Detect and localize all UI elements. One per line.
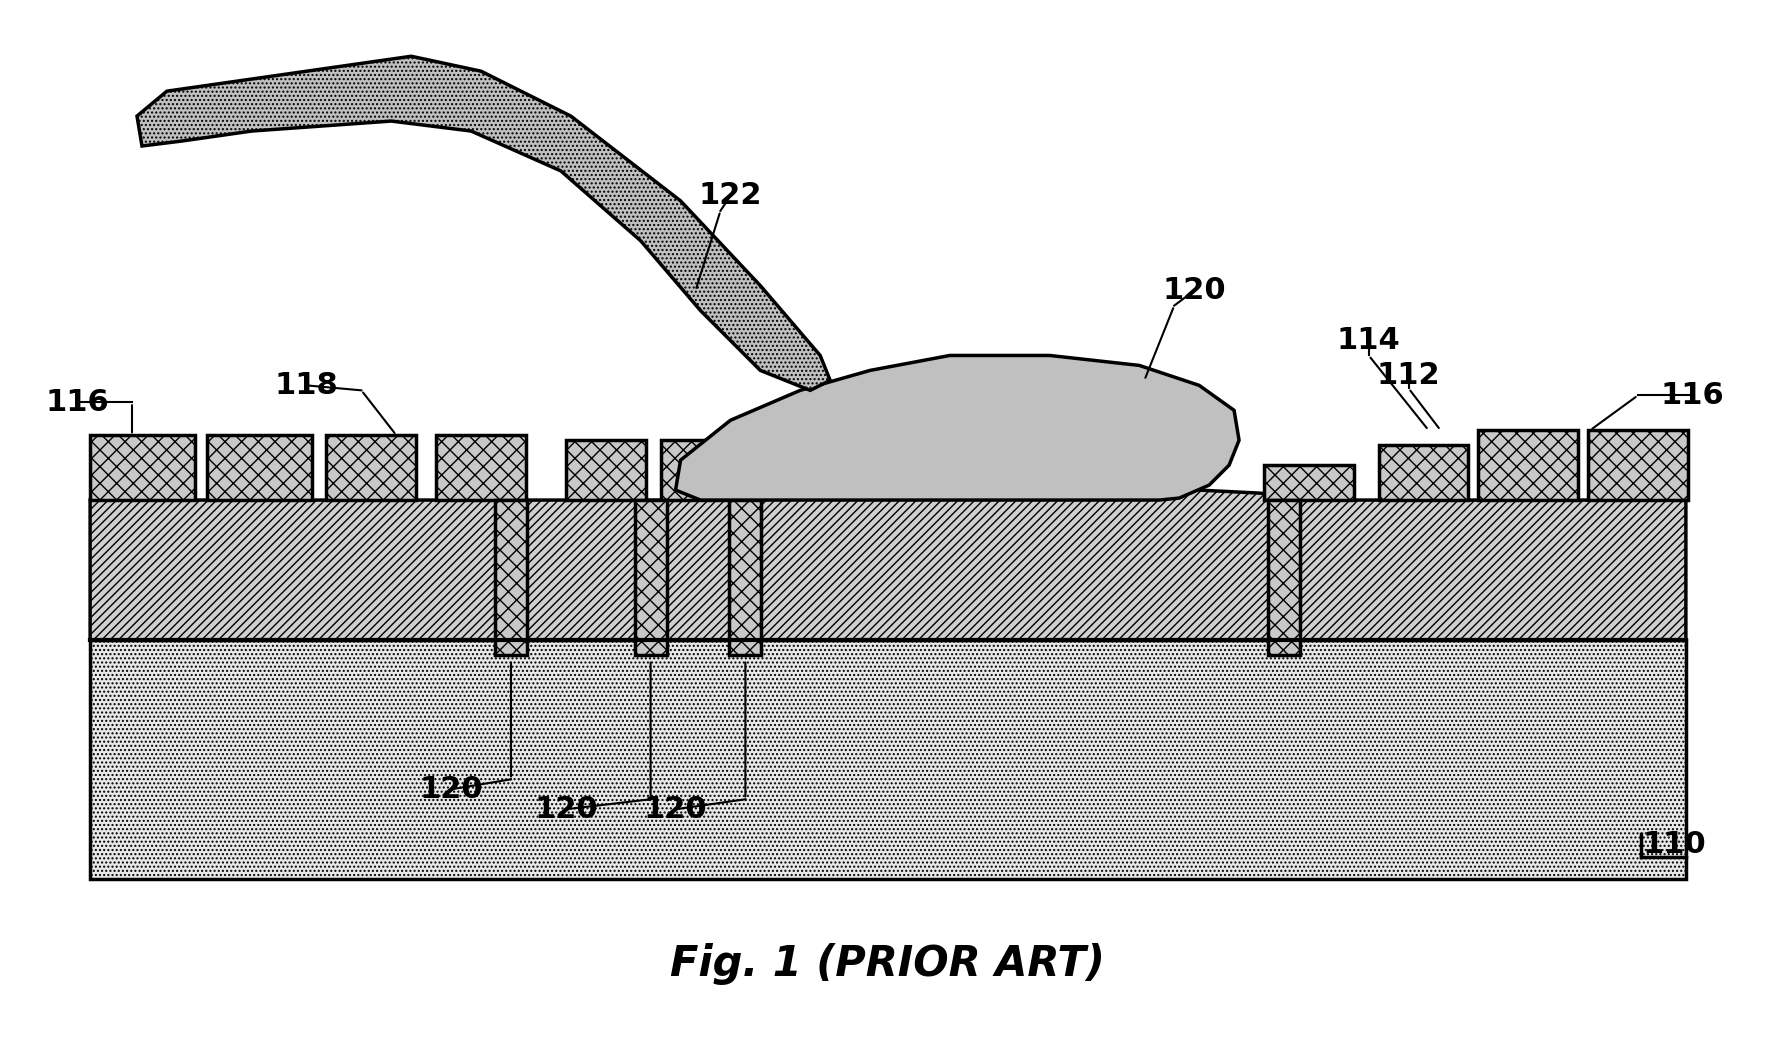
Text: 122: 122 <box>699 182 761 210</box>
Bar <box>437 435 525 500</box>
Text: 120: 120 <box>419 775 483 804</box>
Text: Fig. 1 (PRIOR ART): Fig. 1 (PRIOR ART) <box>669 943 1104 985</box>
Polygon shape <box>137 57 831 390</box>
Bar <box>1264 466 1354 500</box>
Bar <box>566 440 646 500</box>
Bar <box>660 440 740 500</box>
Text: 110: 110 <box>1644 829 1708 859</box>
Polygon shape <box>676 355 1239 500</box>
Bar <box>1267 500 1299 655</box>
Text: 116: 116 <box>1661 380 1725 410</box>
Bar <box>208 435 312 500</box>
Bar <box>495 500 527 655</box>
Bar <box>635 500 667 655</box>
Text: 112: 112 <box>1377 360 1441 390</box>
Bar <box>1589 430 1688 500</box>
Polygon shape <box>91 483 1686 640</box>
Bar <box>730 500 761 655</box>
Text: 114: 114 <box>1337 326 1400 355</box>
Text: 116: 116 <box>46 388 108 417</box>
Bar <box>1479 430 1578 500</box>
Text: 120: 120 <box>644 795 708 824</box>
Bar <box>91 640 1686 879</box>
Text: 120: 120 <box>534 795 598 824</box>
Bar <box>327 435 417 500</box>
Bar <box>91 435 195 500</box>
Text: 118: 118 <box>275 371 339 399</box>
Bar <box>1379 446 1468 500</box>
Text: 120: 120 <box>1163 276 1227 305</box>
